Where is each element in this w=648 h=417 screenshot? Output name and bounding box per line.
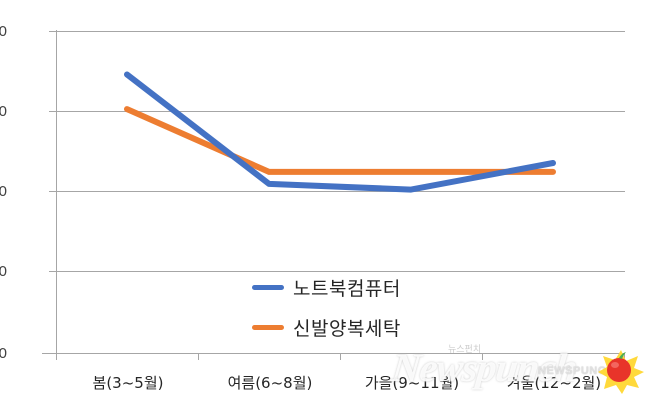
- x-axis-tick: [198, 353, 199, 360]
- gridline: [56, 111, 625, 112]
- y-axis-label: 0: [0, 103, 7, 120]
- legend-label-laptop: 노트북컴퓨터: [293, 278, 401, 300]
- chart-legend: 노트북컴퓨터 신발양복세탁: [252, 274, 401, 341]
- legend-label-laundry: 신발양복세탁: [293, 318, 401, 340]
- y-axis-label: 0: [0, 23, 7, 40]
- x-axis-tick: [482, 353, 483, 360]
- series-line-laundry: [124, 106, 556, 175]
- y-axis-tick: [49, 191, 56, 192]
- y-axis-tick: [49, 111, 56, 112]
- x-axis-label-summer: 여름(6~8월): [227, 374, 313, 392]
- y-axis-line: [56, 30, 57, 354]
- series-line-laptop: [124, 71, 556, 193]
- legend-swatch-blue: [252, 285, 284, 290]
- gridline: [56, 191, 625, 192]
- x-axis-line: [42, 353, 625, 354]
- gridline: [56, 31, 625, 32]
- x-axis-tick: [624, 353, 625, 360]
- x-axis-tick: [340, 353, 341, 360]
- y-axis-tick: [49, 271, 56, 272]
- x-axis-label-autumn: 가을(9~11월): [364, 374, 460, 392]
- y-axis-label: 0: [0, 183, 7, 200]
- y-axis-label: 0: [0, 263, 7, 280]
- gridline: [56, 271, 625, 272]
- legend-item-laundry: 신발양복세탁: [252, 314, 401, 341]
- x-axis-label-winter: 겨울(12~2월): [506, 374, 602, 392]
- x-axis-tick: [56, 353, 57, 360]
- x-axis-label-spring: 봄(3~5월): [92, 374, 164, 392]
- legend-item-laptop: 노트북컴퓨터: [252, 274, 401, 301]
- y-axis-tick: [49, 31, 56, 32]
- y-axis-label: 0: [0, 345, 7, 362]
- legend-swatch-orange: [252, 325, 284, 330]
